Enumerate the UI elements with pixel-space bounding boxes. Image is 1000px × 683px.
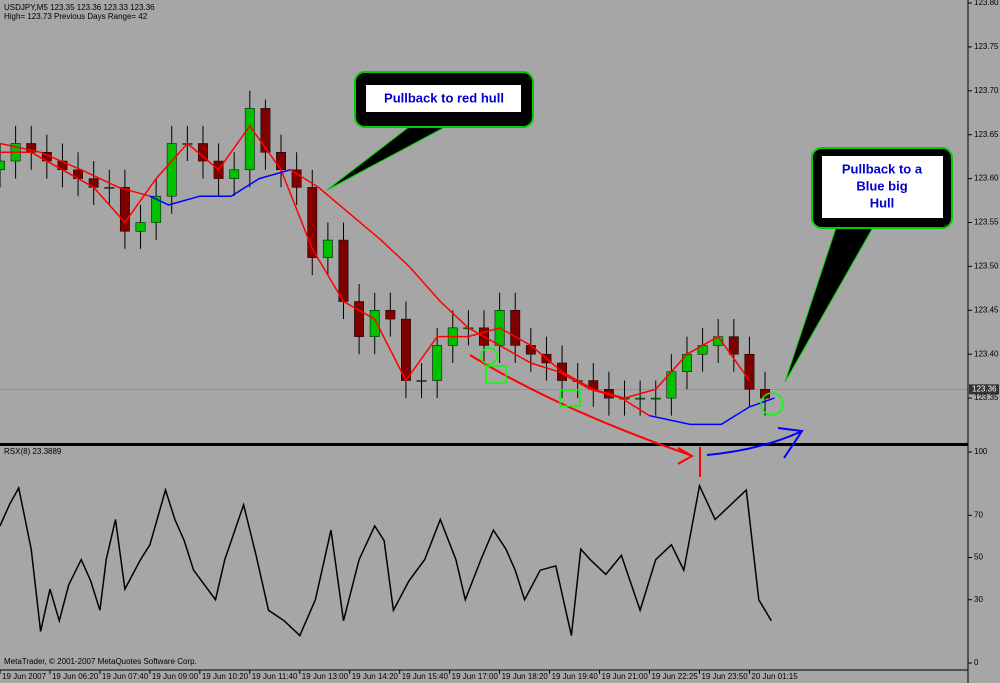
candle-body	[229, 169, 240, 179]
candle-body	[401, 318, 411, 381]
callout-text: Blue big	[856, 178, 907, 193]
blue-arrow	[706, 431, 801, 456]
chart-subtitle: High= 123.73 Previous Days Range= 42	[4, 12, 148, 21]
callout-text: Pullback to a	[842, 161, 923, 176]
hull-line	[0, 124, 751, 399]
candle-body	[369, 310, 380, 337]
candle-body	[744, 353, 755, 390]
callout-text: Hull	[870, 195, 895, 210]
x-tick-label: 20 Jun 01:15	[751, 672, 798, 681]
chart-title: USDJPY,M5 123.35 123.36 123.33 123.36	[4, 3, 155, 12]
candle-body	[432, 345, 443, 381]
x-tick-label: 19 Jun 21:00	[602, 672, 649, 681]
y-tick-label: 30	[974, 595, 983, 604]
blue-arrow-head	[777, 427, 804, 459]
y-tick-label: 123.35	[974, 393, 999, 402]
x-tick-label: 19 Jun 2007	[2, 672, 47, 681]
x-tick-label: 19 Jun 19:40	[552, 672, 599, 681]
y-tick-label: 123.65	[974, 130, 999, 139]
callout-text: Pullback to red hull	[384, 90, 504, 105]
y-tick-label: 123.60	[974, 174, 999, 183]
candle-body	[135, 222, 146, 232]
candle-body	[385, 310, 396, 320]
rsx-line	[0, 483, 772, 637]
y-tick-label: 123.70	[974, 86, 999, 95]
candle-body	[322, 239, 333, 258]
last-price-label: 123.36	[972, 384, 997, 393]
y-tick-label: 123.75	[974, 42, 999, 51]
y-tick-label: 100	[974, 447, 988, 456]
x-tick-label: 19 Jun 14:20	[352, 672, 399, 681]
candle-body	[510, 310, 521, 346]
candle-body	[0, 160, 5, 171]
red-arrow	[469, 354, 691, 456]
red-arrow-head	[677, 447, 695, 465]
candle-body	[119, 187, 130, 232]
x-tick-label: 19 Jun 10:20	[202, 672, 249, 681]
x-tick-label: 19 Jun 17:00	[452, 672, 499, 681]
y-tick-label: 123.45	[974, 305, 999, 314]
x-tick-label: 19 Jun 22:25	[651, 672, 698, 681]
candle-body	[260, 108, 271, 153]
panel-separator	[0, 443, 968, 446]
y-tick-label: 123.80	[974, 0, 999, 7]
highlight-circle	[760, 392, 784, 416]
candle-body	[151, 195, 162, 223]
x-tick-label: 19 Jun 23:50	[701, 672, 748, 681]
highlight-circle	[480, 347, 498, 365]
candle-body	[525, 345, 536, 355]
candle-body	[635, 397, 646, 400]
highlight-box	[559, 389, 581, 407]
footer: MetaTrader, © 2001-2007 MetaQuotes Softw…	[4, 657, 197, 666]
callout-inner	[822, 156, 943, 218]
candle-body	[307, 187, 318, 258]
candle-body	[166, 143, 177, 197]
hull-line	[0, 142, 650, 417]
y-tick-label: 50	[974, 553, 983, 562]
candle-body	[650, 397, 661, 400]
candle-body	[354, 301, 365, 337]
x-tick-label: 19 Jun 09:00	[152, 672, 199, 681]
candle-body	[338, 239, 349, 302]
candle-body	[244, 108, 255, 171]
last-price-box	[969, 384, 999, 395]
callout-inner	[366, 85, 521, 112]
annotations: Pullback to red hull Pullback to a Blue …	[326, 71, 953, 477]
indicator-title: RSX(8) 23.3889	[4, 447, 62, 456]
y-tick-label: 123.55	[974, 218, 999, 227]
y-tick-label: 70	[974, 510, 983, 519]
x-tick-label: 19 Jun 15:40	[402, 672, 449, 681]
x-tick-label: 19 Jun 06:20	[52, 672, 99, 681]
x-tick-label: 19 Jun 11:40	[252, 672, 298, 681]
candle-body	[276, 152, 286, 171]
y-tick-label: 0	[974, 658, 979, 667]
hull-line	[149, 169, 775, 426]
x-tick-label: 19 Jun 07:40	[102, 672, 149, 681]
candle-body	[291, 169, 302, 188]
candle-body	[728, 336, 739, 355]
highlight-box	[485, 365, 507, 384]
x-tick-label: 19 Jun 13:00	[302, 672, 349, 681]
candle-body	[416, 380, 427, 382]
y-tick-label: 123.40	[974, 349, 999, 358]
x-tick-label: 19 Jun 18:20	[502, 672, 549, 681]
candle-body	[104, 187, 115, 189]
y-tick-label: 123.50	[974, 262, 999, 271]
